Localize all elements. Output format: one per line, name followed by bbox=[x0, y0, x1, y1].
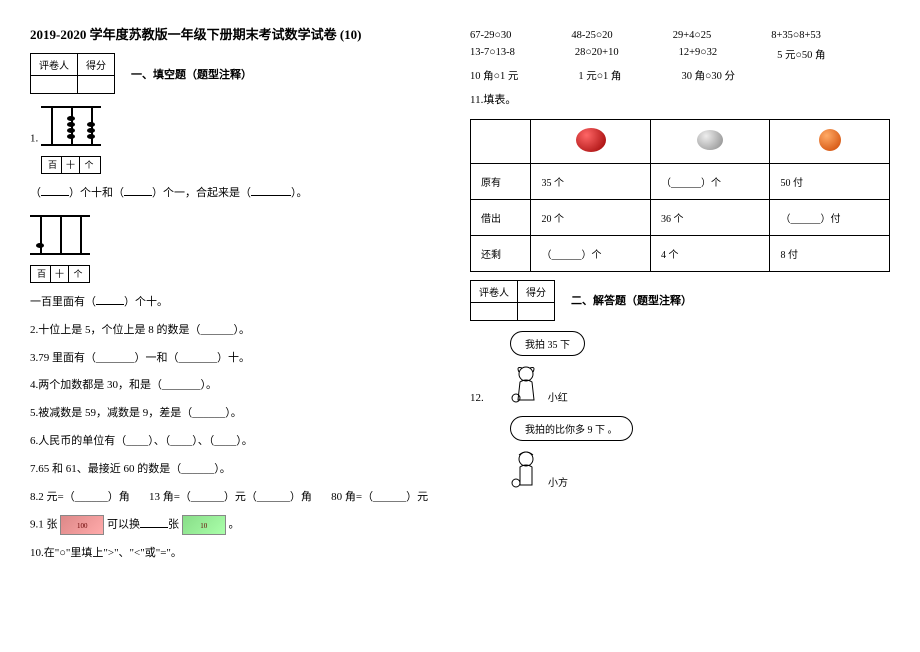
q11-title: 11.填表。 bbox=[470, 91, 890, 111]
q1-abacus2: 百十个 bbox=[30, 211, 450, 285]
q1: 1. 百十个 bbox=[30, 102, 450, 176]
abacus-1 bbox=[41, 106, 101, 146]
section1-title: 一、填空题（题型注释） bbox=[131, 66, 252, 82]
q12-bubble1: 我拍 35 下 bbox=[510, 331, 585, 356]
left-column: 2019-2020 学年度苏教版一年级下册期末考试数学试卷 (10) 评卷人 得… bbox=[30, 24, 450, 571]
q10-row3: 10 角○1 元 1 元○1 角 30 角○30 分 bbox=[470, 68, 890, 83]
score-col1: 评卷人 bbox=[31, 54, 78, 76]
q3: 3.79 里面有（_______）一和（_______）十。 bbox=[30, 349, 450, 369]
q5: 5.被减数是 59，减数是 9，差是（______）。 bbox=[30, 404, 450, 424]
q11-table: 原有 35 个 （______）个 50 付 借出 20 个 36 个 （___… bbox=[470, 119, 890, 272]
q11-r1: 原有 bbox=[471, 163, 531, 199]
q11-img2 bbox=[650, 119, 770, 163]
q1-num: 1. bbox=[30, 132, 38, 144]
q8: 8.2 元=（______）角 13 角=（______）元（______）角 … bbox=[30, 488, 450, 508]
q10-row2: 13-7○13-8 28○20+10 12+9○32 5 元○50 角 bbox=[470, 47, 890, 62]
money-100: 100 bbox=[60, 515, 104, 535]
money-10: 10 bbox=[182, 515, 226, 535]
q7: 7.65 和 61、最接近 60 的数是（______）。 bbox=[30, 460, 450, 480]
abacus-1-labels: 百十个 bbox=[41, 156, 101, 174]
section2-title: 二、解答题（题型注释） bbox=[571, 292, 692, 308]
q9: 9.1 张 100 可以换张 10 。 bbox=[30, 515, 450, 535]
paper-title: 2019-2020 学年度苏教版一年级下册期末考试数学试卷 (10) bbox=[30, 24, 450, 43]
abacus-2-labels: 百十个 bbox=[30, 265, 90, 283]
q12-name1: 小红 bbox=[548, 389, 568, 404]
score-table: 评卷人 得分 bbox=[30, 53, 115, 94]
section2-header: 评卷人 得分 二、解答题（题型注释） bbox=[470, 280, 890, 321]
exam-page: 2019-2020 学年度苏教版一年级下册期末考试数学试卷 (10) 评卷人 得… bbox=[0, 0, 920, 595]
q11-img1 bbox=[531, 119, 651, 163]
score-col2: 得分 bbox=[78, 54, 115, 76]
q11-r3: 还剩 bbox=[471, 235, 531, 271]
score-table-2: 评卷人 得分 bbox=[470, 280, 555, 321]
q11-h0 bbox=[471, 119, 531, 163]
right-column: 67-29○30 48-25○20 29+4○25 8+35○8+53 13-7… bbox=[470, 24, 890, 571]
q4: 4.两个加数都是 30，和是（_______）。 bbox=[30, 376, 450, 396]
q1-text2: 一百里面有（）个十。 bbox=[30, 293, 450, 313]
q2: 2.十位上是 5，个位上是 8 的数是（______）。 bbox=[30, 321, 450, 341]
q1-text: （）个十和（）个一，合起来是（）。 bbox=[30, 184, 450, 204]
section1-header: 评卷人 得分 一、填空题（题型注释） bbox=[30, 53, 450, 94]
q12-num: 12. bbox=[470, 392, 484, 404]
q10-row1: 67-29○30 48-25○20 29+4○25 8+35○8+53 bbox=[470, 30, 890, 41]
child-girl-icon bbox=[508, 364, 544, 404]
q12: 我拍 35 下 12. 小红 我拍的比你多 9 下 。 小方 bbox=[470, 331, 890, 489]
ball-orange-icon bbox=[819, 129, 841, 151]
q12-bubble2: 我拍的比你多 9 下 。 bbox=[510, 416, 633, 441]
q12-name2: 小方 bbox=[548, 474, 568, 489]
ball-gray-icon bbox=[697, 130, 723, 150]
child-boy-icon bbox=[508, 449, 544, 489]
q11-img3 bbox=[770, 119, 890, 163]
ball-red-icon bbox=[576, 128, 606, 152]
q6: 6.人民币的单位有（____）、（____）、（____）。 bbox=[30, 432, 450, 452]
q11-r2: 借出 bbox=[471, 199, 531, 235]
abacus-2 bbox=[30, 215, 90, 255]
q10-title: 10.在"○"里填上">"、"<"或"="。 bbox=[30, 544, 450, 564]
